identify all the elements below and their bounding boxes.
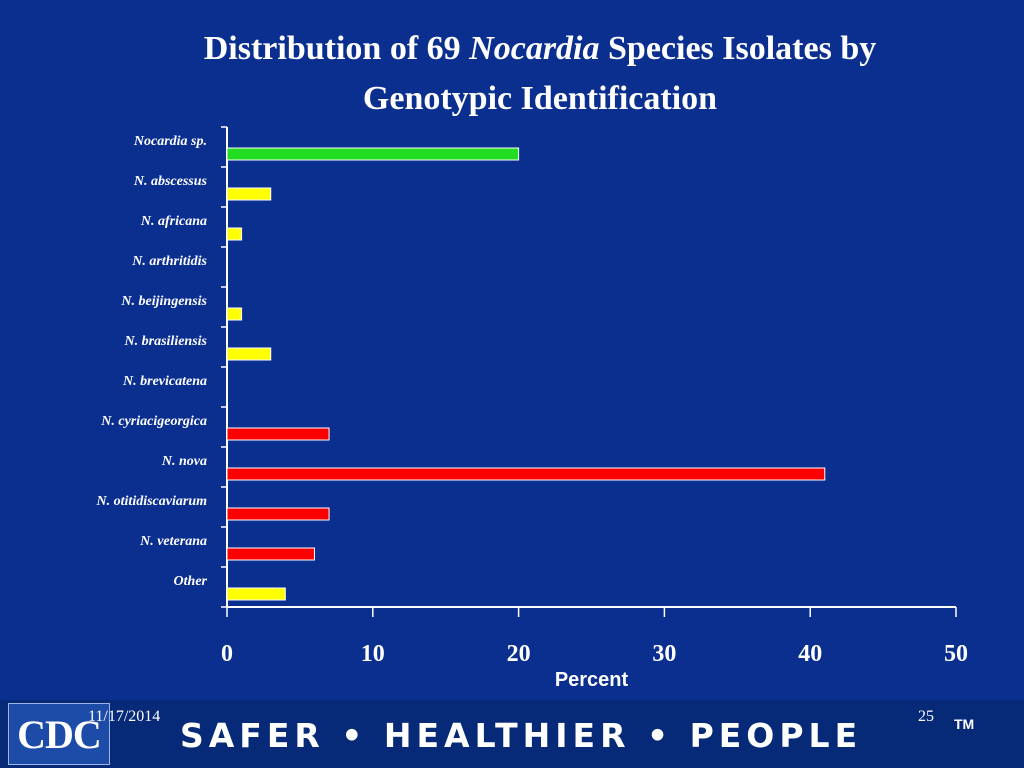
- x-tick-label: 30: [652, 641, 676, 667]
- category-label: N. beijingensis: [120, 294, 207, 309]
- title-part-1: Distribution of 69: [203, 30, 470, 67]
- x-tick-label: 50: [944, 641, 968, 667]
- category-label: N. arthritidis: [131, 254, 207, 269]
- category-label: N. veterana: [139, 534, 207, 549]
- bar: [226, 307, 243, 321]
- x-tick-label: 0: [221, 641, 233, 667]
- category-label: N. brasiliensis: [124, 334, 208, 349]
- bar: [226, 587, 286, 601]
- category-label: N. otitidiscaviarum: [96, 494, 208, 509]
- trademark-mark: TM: [954, 716, 975, 732]
- bar: [226, 547, 315, 561]
- bar: [226, 507, 330, 521]
- category-label: Other: [174, 574, 208, 589]
- bar: [226, 467, 826, 481]
- title-part-2: Species Isolates by: [599, 30, 877, 67]
- x-tick-label: 10: [361, 641, 385, 667]
- title-line-2: Genotypic Identification: [362, 80, 718, 117]
- bar: [226, 227, 243, 241]
- bar: [226, 187, 272, 201]
- category-label: N. cyriacigeorgica: [100, 414, 207, 429]
- footer-slogan: SAFER • HEALTHIER • PEOPLE: [180, 716, 863, 755]
- bar: [226, 347, 272, 361]
- footer-bar: [0, 700, 1024, 768]
- category-label: N. africana: [140, 214, 207, 229]
- category-label: Nocardia sp.: [133, 134, 207, 149]
- x-tick-label: 20: [507, 641, 531, 667]
- slide-title: Distribution of 69 Nocardia Species Isol…: [90, 24, 990, 124]
- cdc-logo: CDC: [8, 703, 110, 765]
- bar: [226, 147, 520, 161]
- category-label: N. brevicatena: [122, 374, 207, 389]
- slide-date: 11/17/2014: [88, 708, 161, 725]
- slide-number: 25: [918, 708, 934, 725]
- category-label: N. abscessus: [133, 174, 208, 189]
- bar: [226, 427, 330, 441]
- category-label: N. nova: [161, 454, 207, 469]
- x-axis-title: Percent: [555, 669, 629, 691]
- x-tick-label: 40: [798, 641, 822, 667]
- bar-chart: 0 10 20 30 40 50 Percent Nocardia sp. N. abscess…: [96, 126, 968, 691]
- title-italic-genus: Nocardia: [469, 30, 600, 67]
